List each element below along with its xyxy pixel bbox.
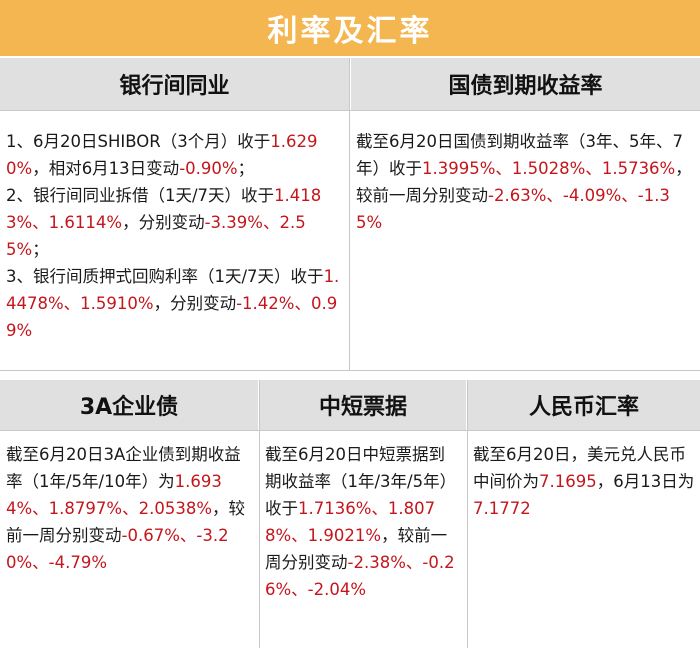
repo-changes: -1.42%、0.99% (6, 294, 338, 340)
repo-change-label: ，分别变动 (153, 294, 237, 313)
corp-bond-header: 3A企业债 (0, 380, 258, 430)
repo-line-label: 3、银行间质押式回购利率（1天/7天）收于 (6, 267, 324, 286)
corp-bond-content: 截至6月20日3A企业债到期收益率（1年/5年/10年）为1.6934%、1.8… (6, 441, 252, 646)
divider (0, 430, 700, 431)
shibor-value: 1.6290% (6, 132, 318, 178)
rmb-label: 截至6月20日，美元兑人民币中间价为 (473, 445, 686, 491)
divider (259, 380, 260, 648)
treasury-changes: -2.63%、-4.09%、-1.35% (356, 186, 670, 232)
chibor-line-label: 2、银行间同业拆借（1天/7天）收于 (6, 186, 275, 205)
treasury-header: 国债到期收益率 (351, 58, 700, 110)
chibor-end: ； (32, 240, 49, 259)
shibor-change: -0.90% (179, 159, 238, 178)
interbank-header: 银行间同业 (0, 58, 349, 110)
treasury-values: 1.3995%、1.5028%、1.5736% (422, 159, 676, 178)
mtn-changes: -2.38%、-0.26%、-2.04% (265, 553, 455, 599)
corp-bond-label: 截至6月20日3A企业债到期收益率（1年/5年/10年）为 (6, 445, 241, 491)
rmb-header: 人民币汇率 (468, 380, 700, 430)
treasury-change-label: ，较前一周分别变动 (356, 159, 692, 205)
chibor-values: 1.4183%、1.6114% (6, 186, 322, 232)
page-title: 利率及汇率 (0, 0, 700, 58)
chibor-changes: -3.39%、2.55% (6, 213, 306, 259)
treasury-label: 截至6月20日国债到期收益率（3年、5年、7年）收于 (356, 132, 683, 178)
divider (349, 58, 350, 370)
chibor-change-label: ，分别变动 (122, 213, 205, 232)
corp-bond-values: 1.6934%、1.8797%、2.0538% (6, 472, 222, 518)
shibor-change-label: ，相对6月13日变动 (32, 159, 180, 178)
repo-values: 1.4478%、1.5910% (6, 267, 340, 313)
shibor-end: ； (237, 159, 255, 178)
mtn-values: 1.7136%、1.8078%、1.9021% (265, 499, 436, 545)
divider (0, 110, 700, 111)
corp-bond-changes: -0.67%、-3.20%、-4.79% (6, 526, 229, 572)
corp-bond-change-label: ，较前一周分别变动 (6, 499, 246, 545)
mtn-content: 截至6月20日中短票据到期收益率（1年/3年/5年）收于1.7136%、1.80… (265, 441, 461, 646)
rmb-value: 7.1695 (539, 472, 597, 491)
shibor-line-label: 1、6月20日SHIBOR（3个月）收于 (6, 132, 271, 151)
mtn-header: 中短票据 (260, 380, 466, 430)
rmb-prev-label: ，6月13日为 (596, 472, 695, 491)
mtn-label: 截至6月20日中短票据到期收益率（1年/3年/5年）收于 (265, 445, 457, 518)
interbank-content: 1、6月20日SHIBOR（3个月）收于1.6290%，相对6月13日变动-0.… (6, 128, 344, 353)
divider (467, 380, 468, 648)
rmb-content: 截至6月20日，美元兑人民币中间价为7.1695，6月13日为 7.1772 (473, 441, 695, 591)
treasury-content: 截至6月20日国债到期收益率（3年、5年、7年）收于1.3995%、1.5028… (356, 128, 694, 248)
rmb-prev-value: 7.1772 (473, 499, 531, 518)
divider (0, 370, 700, 371)
mtn-change-label: ，较前一周分别变动 (265, 526, 448, 572)
